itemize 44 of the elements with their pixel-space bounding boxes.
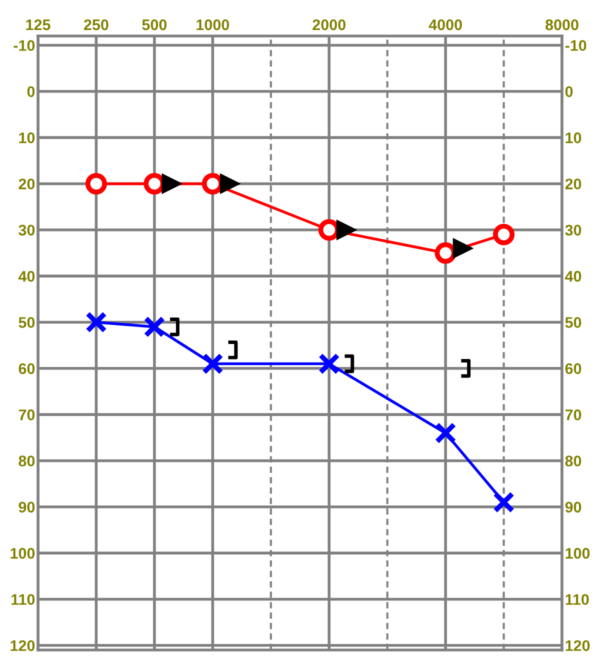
x-tick-label: 125 <box>26 19 50 30</box>
y-tick-label: 10 <box>19 132 35 144</box>
y-tick-label: 20 <box>18 178 35 190</box>
x-tick-label: 250 <box>84 19 108 30</box>
x-tick-label: 1000 <box>196 19 230 30</box>
x-tick-label: 2000 <box>312 19 346 30</box>
y-tick-label: 60 <box>18 363 35 374</box>
y-tick-label: 0 <box>27 86 35 98</box>
y2-tick-label: 90 <box>565 502 582 513</box>
y-tick-label: 30 <box>18 224 35 236</box>
x-tick-label: 8000 <box>545 19 578 30</box>
y-tick-label: 100 <box>10 548 35 559</box>
point <box>493 492 515 514</box>
y2-tick-label: -10 <box>565 40 586 51</box>
point <box>202 353 224 375</box>
y2-tick-label: 30 <box>565 224 582 236</box>
y-tick-label: 90 <box>18 502 35 513</box>
y2-tick-label: 70 <box>565 409 582 420</box>
y2-tick-label: 100 <box>566 548 590 559</box>
point <box>318 353 340 375</box>
y-tick-label: 110 <box>12 594 35 605</box>
y-tick-label: 70 <box>18 409 35 420</box>
point <box>85 172 107 194</box>
y2-tick-label: 110 <box>566 594 589 605</box>
point <box>493 224 515 246</box>
y2-tick-label: 60 <box>565 363 582 374</box>
y-tick-label: 50 <box>18 317 35 328</box>
y2-tick-label: 40 <box>565 270 582 282</box>
point <box>85 311 107 333</box>
y2-tick-label: 10 <box>566 132 582 144</box>
y-tick-label: 40 <box>18 270 35 282</box>
y-tick-label: 120 <box>10 640 35 652</box>
y2-tick-label: 0 <box>565 86 573 98</box>
x-tick-label: 4000 <box>428 19 462 30</box>
point <box>434 422 456 444</box>
point <box>144 316 166 338</box>
y2-tick-label: 20 <box>565 178 582 190</box>
y2-tick-label: 50 <box>565 317 582 328</box>
x-tick-label: 500 <box>142 19 167 30</box>
y-tick-label: -10 <box>14 40 35 51</box>
y-tick-label: 80 <box>18 456 35 466</box>
y2-tick-label: 120 <box>566 640 590 652</box>
point <box>434 242 456 264</box>
y2-tick-label: 80 <box>565 456 582 466</box>
